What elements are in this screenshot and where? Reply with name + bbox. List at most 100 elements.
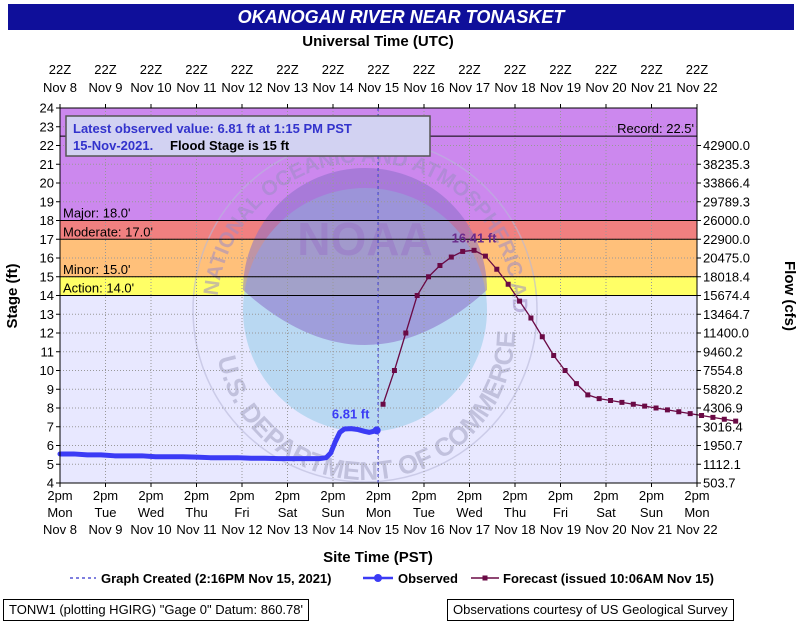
bottom-tick-time: 2pm [366, 488, 391, 503]
bottom-tick-date: Nov 20 [585, 522, 626, 537]
forecast-point [642, 403, 648, 409]
left-tick-label: 18 [40, 213, 54, 228]
status-box [65, 115, 431, 157]
forecast-point [653, 405, 659, 411]
footer-datum: TONW1 (plotting HGIRG) "Gage 0" Datum: 8… [3, 599, 309, 621]
left-tick-label: 12 [40, 326, 54, 341]
record-label: Record: 22.5' [617, 121, 694, 136]
bottom-tick-weekday: Mon [684, 505, 709, 520]
right-tick-label: 33866.4 [703, 176, 750, 191]
top-tick-time: 22Z [367, 62, 389, 77]
top-tick-time: 22Z [504, 62, 526, 77]
top-tick-time: 22Z [140, 62, 162, 77]
legend-forecast-label: Forecast (issued 10:06AM Nov 15) [503, 571, 714, 586]
top-axis-title: Universal Time (UTC) [302, 33, 453, 50]
top-tick-time: 22Z [49, 62, 71, 77]
bottom-tick-weekday: Wed [456, 505, 483, 520]
left-tick-label: 21 [40, 157, 54, 172]
chart-title: OKANOGAN RIVER NEAR TONASKET [8, 4, 794, 30]
bottom-tick-weekday: Fri [553, 505, 568, 520]
forecast-point [517, 298, 523, 304]
right-tick-label: 5820.2 [703, 382, 743, 397]
right-tick-label: 38235.3 [703, 157, 750, 172]
top-tick-date: Nov 16 [403, 80, 444, 95]
bottom-tick-time: 2pm [502, 488, 527, 503]
forecast-point [562, 368, 568, 373]
top-tick-date: Nov 22 [676, 80, 717, 95]
forecast-point [448, 254, 454, 260]
top-tick-time: 22Z [549, 62, 571, 77]
top-tick-date: Nov 18 [494, 80, 535, 95]
right-axis-title: Flow (cfs) [781, 261, 798, 331]
forecast-point [460, 248, 466, 254]
left-tick-label: 8 [47, 401, 54, 416]
left-axis-title: Stage (ft) [4, 264, 21, 329]
bottom-tick-time: 2pm [184, 488, 209, 503]
top-tick-time: 22Z [595, 62, 617, 77]
footer-credit: Observations courtesy of US Geological S… [447, 599, 734, 621]
right-tick-label: 3016.4 [703, 419, 743, 434]
bottom-tick-weekday: Sun [321, 505, 344, 520]
flood-label-moderate: Moderate: 17.0' [63, 224, 153, 239]
legend-observed-label: Observed [398, 571, 458, 586]
top-tick-date: Nov 12 [221, 80, 262, 95]
left-tick-label: 14 [40, 288, 54, 303]
top-tick-date: Nov 11 [176, 80, 216, 95]
bottom-tick-date: Nov 17 [449, 522, 490, 537]
bottom-tick-weekday: Thu [185, 505, 207, 520]
bottom-tick-weekday: Mon [366, 505, 391, 520]
forecast-point [403, 330, 409, 336]
bottom-tick-weekday: Mon [47, 505, 72, 520]
bottom-tick-time: 2pm [639, 488, 664, 503]
left-tick-label: 6 [47, 438, 54, 453]
right-tick-label: 26000.0 [703, 213, 750, 228]
bottom-tick-date: Nov 10 [130, 522, 171, 537]
top-tick-time: 22Z [413, 62, 435, 77]
bottom-tick-time: 2pm [411, 488, 436, 503]
forecast-point [687, 411, 693, 417]
left-tick-label: 16 [40, 251, 54, 266]
bottom-tick-weekday: Tue [95, 505, 117, 520]
right-tick-label: 9460.2 [703, 344, 743, 359]
left-tick-label: 23 [40, 119, 54, 134]
forecast-point [391, 368, 397, 373]
left-tick-label: 19 [40, 194, 54, 209]
top-tick-date: Nov 14 [312, 80, 353, 95]
forecast-point [494, 266, 500, 272]
observed-line [57, 426, 380, 462]
forecast-point [482, 253, 488, 259]
right-tick-label: 503.7 [703, 476, 736, 491]
bottom-tick-date: Nov 13 [267, 522, 308, 537]
left-tick-label: 22 [40, 138, 54, 153]
top-tick-date: Nov 9 [89, 80, 123, 95]
bottom-tick-date: Nov 16 [403, 522, 444, 537]
bottom-tick-date: Nov 11 [176, 522, 216, 537]
top-tick-time: 22Z [185, 62, 207, 77]
flood-label-minor: Minor: 15.0' [63, 262, 131, 277]
top-tick-time: 22Z [94, 62, 116, 77]
bottom-tick-date: Nov 18 [494, 522, 535, 537]
bottom-tick-date: Nov 22 [676, 522, 717, 537]
bottom-tick-time: 2pm [457, 488, 482, 503]
forecast-point [630, 401, 636, 407]
bottom-tick-weekday: Wed [138, 505, 165, 520]
legend-created-label: Graph Created (2:16PM Nov 15, 2021) [101, 571, 331, 586]
top-tick-date: Nov 13 [267, 80, 308, 95]
top-tick-date: Nov 8 [43, 80, 77, 95]
status-line-2a: 15-Nov-2021. [73, 138, 153, 153]
forecast-point [710, 414, 716, 420]
left-tick-label: 9 [47, 382, 54, 397]
right-tick-label: 11400.0 [703, 326, 749, 341]
forecast-point [733, 418, 739, 424]
bottom-tick-time: 2pm [47, 488, 72, 503]
left-tick-label: 20 [40, 176, 54, 191]
bottom-tick-time: 2pm [275, 488, 300, 503]
forecast-point [585, 392, 591, 398]
flood-label-action: Action: 14.0' [63, 281, 134, 296]
right-tick-label: 1950.7 [703, 438, 743, 453]
top-tick-date: Nov 21 [631, 80, 672, 95]
status-line-2b: Flood Stage is 15 ft [170, 138, 290, 153]
bottom-tick-time: 2pm [684, 488, 709, 503]
right-tick-label: 15674.4 [703, 288, 750, 303]
